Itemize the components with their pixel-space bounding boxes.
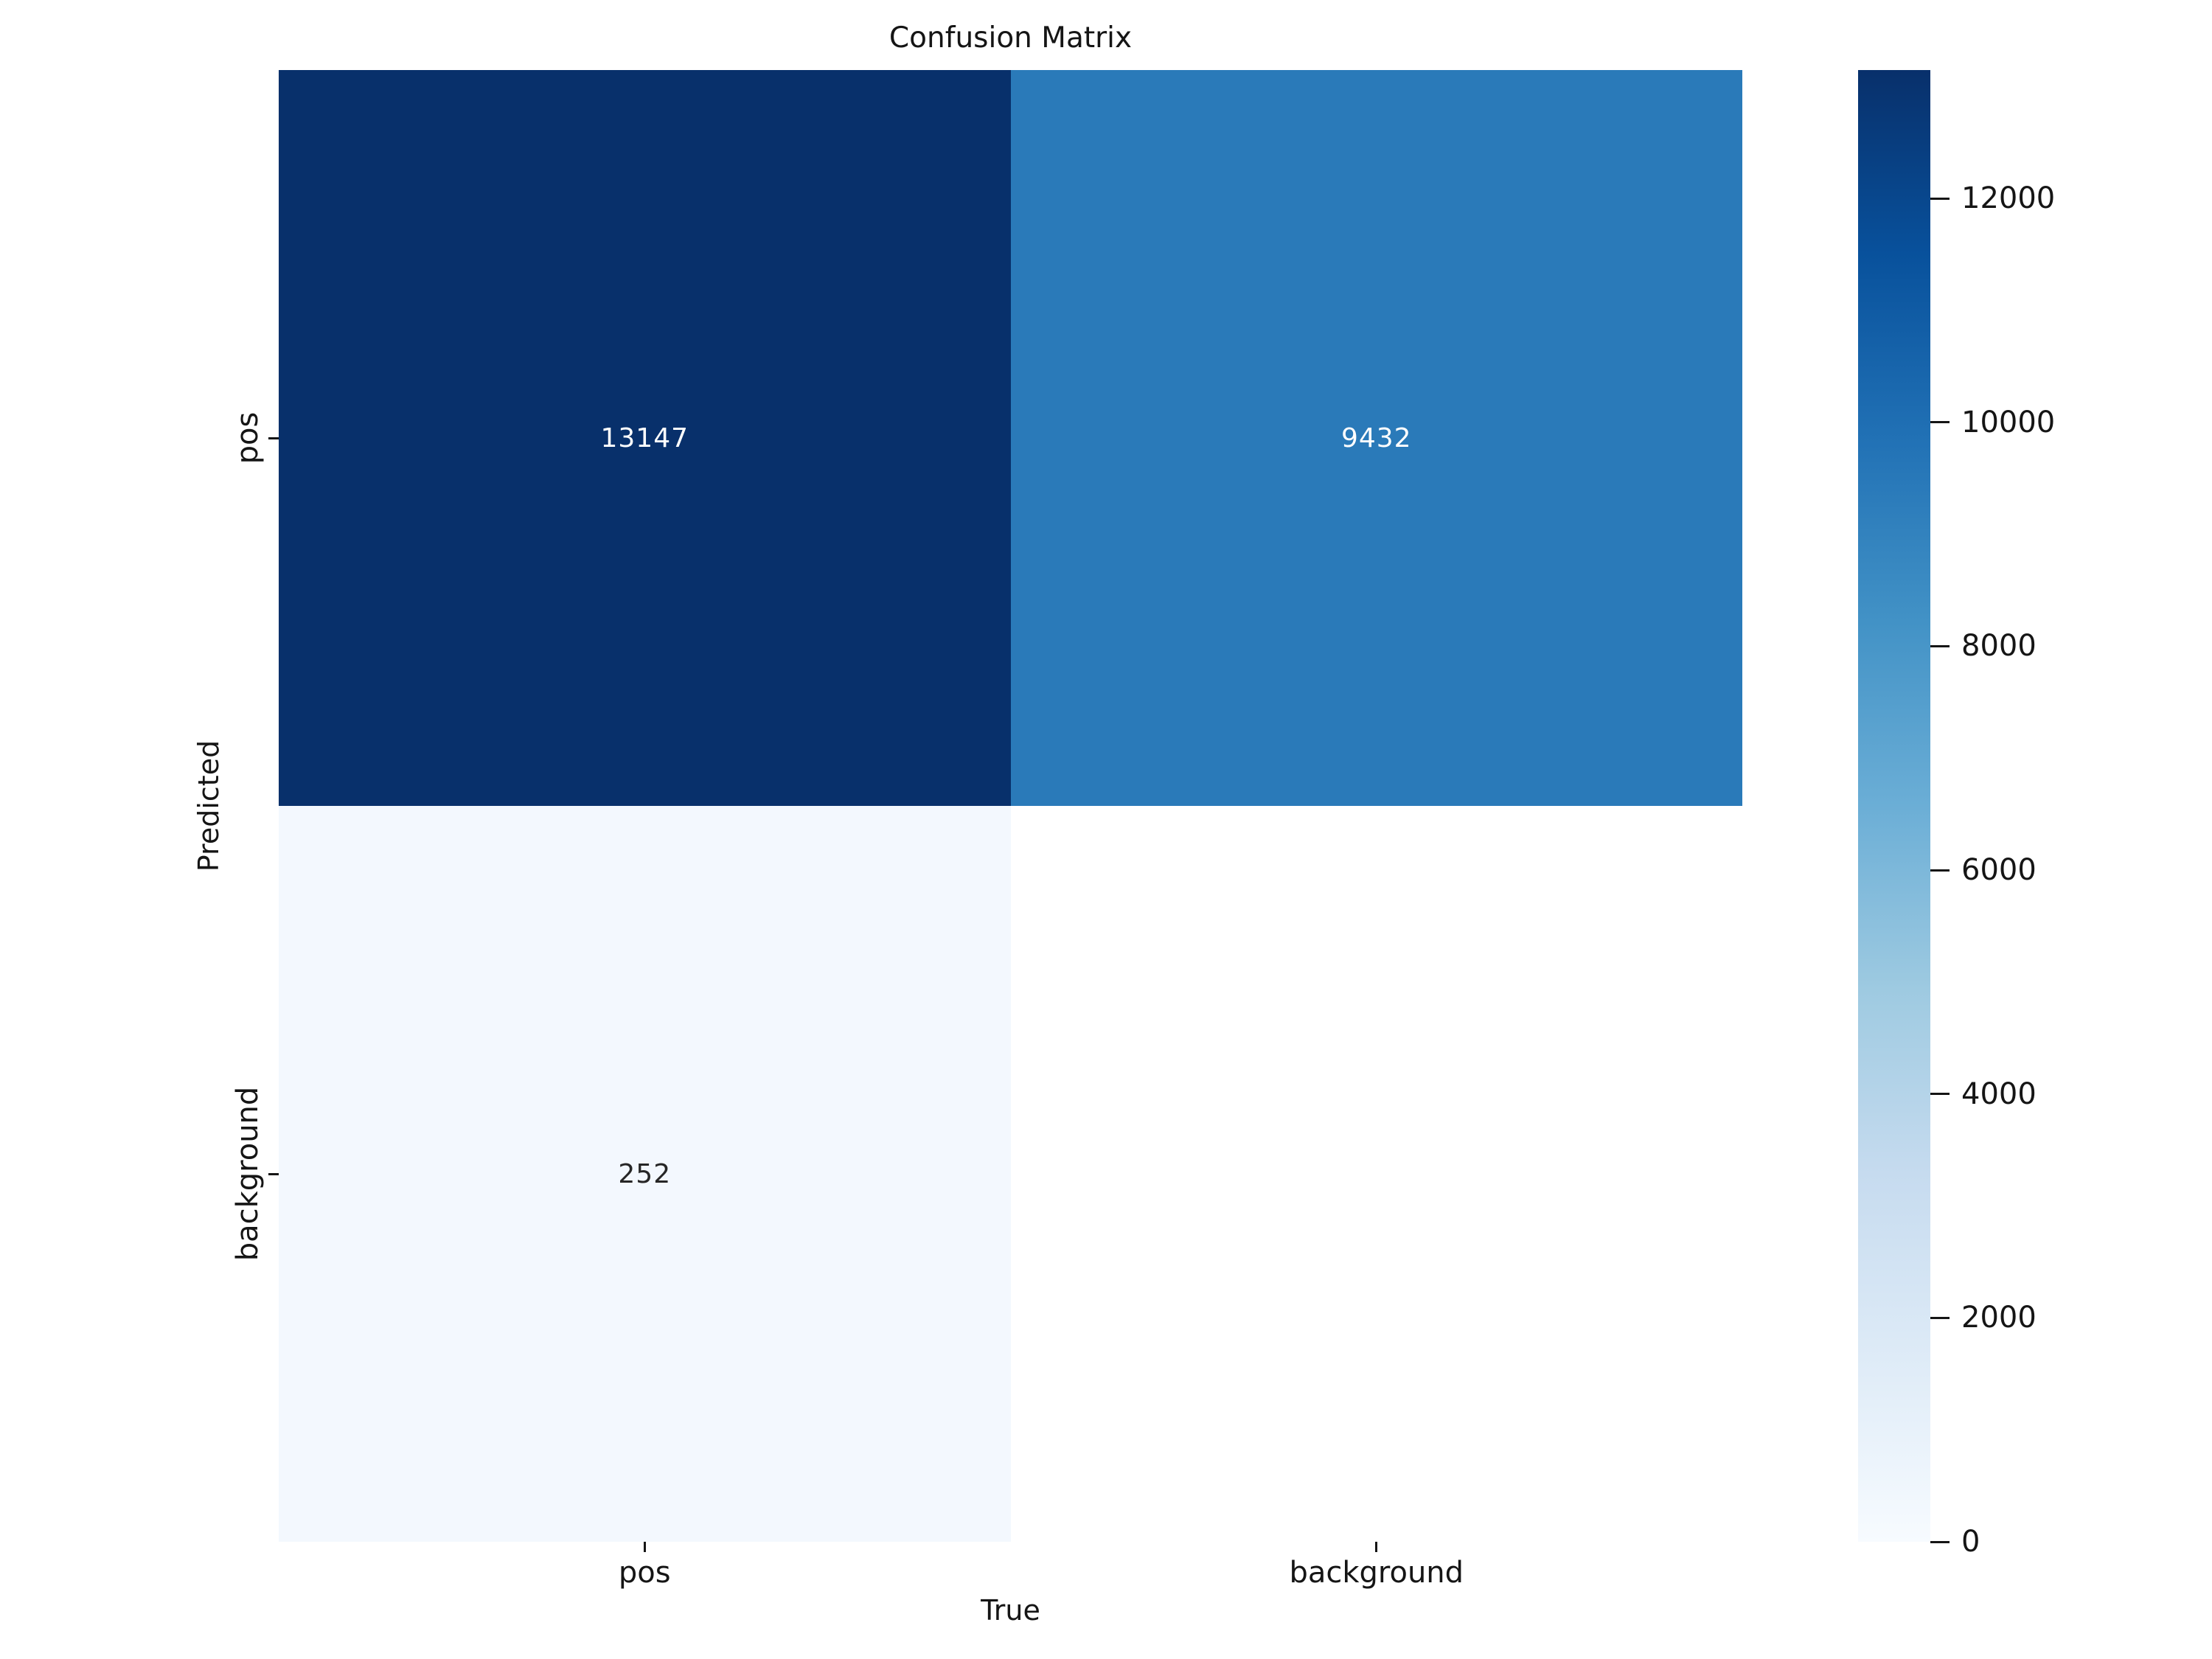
cell-annotation: 252	[618, 1158, 672, 1189]
y-tick-label: pos	[231, 411, 265, 465]
cell-annotation: 13147	[600, 422, 689, 453]
tick-mark	[1375, 1542, 1378, 1552]
colorbar-tick-mark	[1930, 869, 1950, 872]
colorbar	[1858, 70, 1930, 1542]
colorbar-tick-label: 8000	[1961, 629, 2037, 664]
colorbar-tick-label: 4000	[1961, 1077, 2037, 1111]
colorbar-tick-mark	[1930, 644, 1950, 647]
colorbar-tick-label: 12000	[1961, 181, 2056, 216]
colorbar-tick-mark	[1930, 1093, 1950, 1096]
x-tick-label: pos	[618, 1556, 671, 1590]
colorbar-tick-label: 6000	[1961, 853, 2037, 888]
x-axis-label: True	[981, 1594, 1040, 1627]
heatmap-cell: 13147	[279, 70, 1011, 806]
colorbar-tick-mark	[1930, 1540, 1950, 1543]
heatmap-cell: 252	[279, 806, 1011, 1542]
chart-title: Confusion Matrix	[888, 21, 1133, 55]
tick-mark	[268, 1172, 279, 1175]
colorbar-tick-label: 10000	[1961, 405, 2056, 439]
colorbar-tick-label: 2000	[1961, 1301, 2037, 1335]
colorbar-tick-label: 0	[1961, 1525, 1980, 1559]
heatmap: 13147 9432 252	[279, 70, 1742, 1542]
colorbar-tick-mark	[1930, 421, 1950, 424]
tick-mark	[268, 437, 279, 439]
y-tick-label: background	[231, 1086, 265, 1262]
cell-annotation: 9432	[1340, 422, 1412, 453]
tick-mark	[643, 1542, 646, 1552]
heatmap-cell	[1010, 806, 1742, 1542]
colorbar-tick-mark	[1930, 197, 1950, 200]
heatmap-cell: 9432	[1010, 70, 1742, 806]
x-tick-label: background	[1289, 1556, 1464, 1590]
y-axis-label: Predicted	[192, 740, 225, 872]
colorbar-tick-mark	[1930, 1316, 1950, 1319]
